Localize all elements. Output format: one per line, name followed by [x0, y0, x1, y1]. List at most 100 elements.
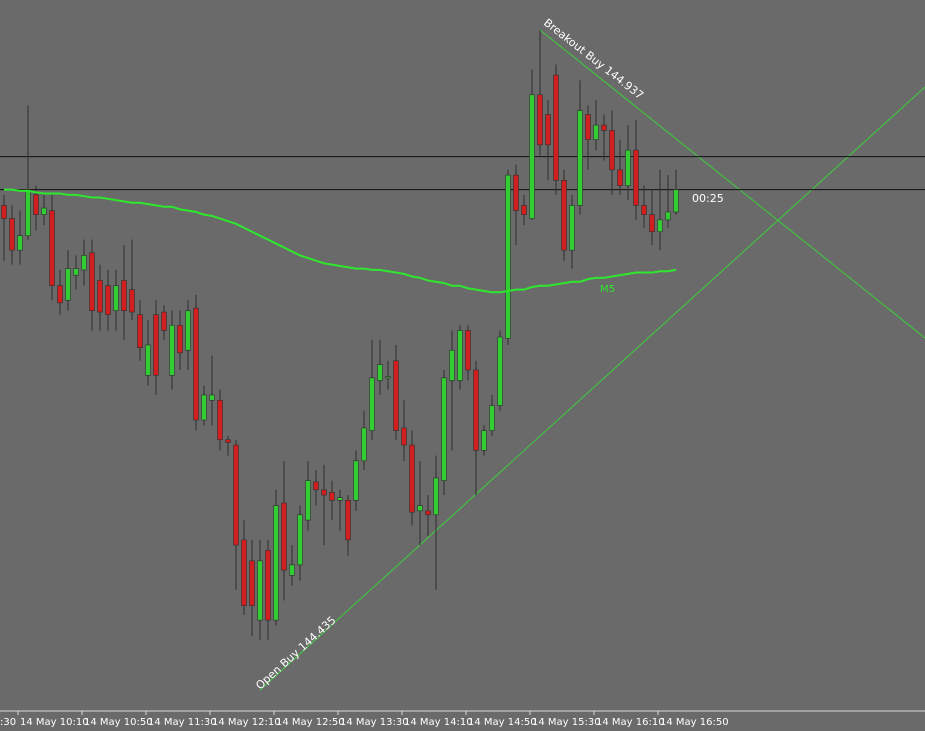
candle-body-down — [537, 94, 543, 146]
candle-body-down — [313, 481, 319, 491]
candle-body-down — [561, 180, 567, 251]
candle-body-down — [249, 560, 255, 606]
candle-body-up — [385, 376, 391, 379]
candle-body-down — [89, 252, 95, 312]
x-tick-label: 14 May 14:10 — [404, 717, 473, 728]
candle-body-down — [609, 130, 615, 171]
candle-body-up — [209, 394, 215, 401]
candle-body-down — [9, 218, 15, 251]
candle-body-down — [217, 399, 223, 441]
candle-body-down — [1, 205, 7, 219]
candle-body-up — [113, 285, 119, 312]
moving-average-line — [4, 188, 677, 294]
candle-body-up — [417, 505, 423, 512]
moving-average-label: M5 — [600, 284, 615, 295]
candle-body-up — [529, 94, 535, 219]
candle-body-down — [161, 311, 167, 331]
candle-body-up — [305, 480, 311, 521]
candle-body-up — [449, 349, 455, 381]
candle-body-up — [41, 207, 47, 215]
candle-body-up — [17, 235, 23, 251]
candle-body-up — [361, 427, 367, 462]
candle-body-up — [481, 430, 487, 451]
candle-body-down — [225, 439, 231, 443]
candle-body-up — [353, 460, 359, 501]
candle-body-down — [137, 314, 143, 348]
candle-body-up — [65, 268, 71, 301]
candle-body-up — [25, 189, 31, 236]
candle-body-down — [473, 369, 479, 451]
breakout-trendline — [539, 29, 925, 339]
candle-body-up — [169, 324, 175, 376]
candle-body-down — [281, 502, 287, 571]
candle-body-up — [593, 124, 599, 140]
candle-body-down — [233, 444, 239, 546]
candle-body-up — [673, 189, 679, 213]
candle-body-down — [193, 307, 199, 421]
candle-body-down — [425, 510, 431, 516]
candle-body-down — [513, 174, 519, 211]
candle-body-down — [409, 444, 415, 513]
candle-body-down — [553, 74, 559, 181]
candle-body-down — [633, 149, 639, 206]
x-tick-label: 14 May 15:30 — [532, 717, 601, 728]
candle-body-down — [57, 285, 63, 304]
candle-body-down — [649, 214, 655, 233]
candle-body-down — [401, 427, 407, 446]
candle-body-down — [329, 492, 335, 501]
candle-body-up — [505, 174, 511, 339]
candle-body-down — [601, 124, 607, 131]
x-tick-label: 14 May 12:50 — [276, 717, 345, 728]
candle-body-up — [657, 219, 663, 233]
candle-body-down — [465, 330, 471, 371]
candle-body-up — [185, 310, 191, 351]
candle-body-down — [177, 324, 183, 354]
x-tick-label: 14 May 10:50 — [84, 717, 153, 728]
candle-body-down — [33, 194, 39, 215]
candle-body-up — [369, 377, 375, 431]
candle-body-up — [73, 268, 79, 276]
candle-body-up — [625, 149, 631, 186]
candle-body-down — [641, 205, 647, 215]
candle-body-down — [393, 360, 399, 431]
x-tick-label: 14 May 16:50 — [660, 717, 729, 728]
x-tick-label: 14 May 11:30 — [148, 717, 217, 728]
x-tick-label: 14 May 14:50 — [468, 717, 537, 728]
candle-body-down — [345, 500, 351, 541]
x-tick-label: 14 May 10:10 — [20, 717, 89, 728]
candle-body-down — [321, 489, 327, 496]
candle-body-up — [337, 497, 343, 501]
candle-body-down — [121, 280, 127, 312]
open-trendline — [259, 86, 925, 691]
candle-body-down — [617, 169, 623, 186]
candle-body-up — [457, 330, 463, 381]
candle-body-down — [97, 280, 103, 313]
plot-area: M5 — [0, 30, 925, 640]
candle-body-down — [241, 539, 247, 606]
candle-body-down — [105, 285, 111, 315]
candle-body-up — [145, 344, 151, 376]
x-tick-label: 14 May 13:30 — [340, 717, 409, 728]
x-tick-label: 14 May 16:10 — [596, 717, 665, 728]
bar-timer: 00:25 — [692, 192, 724, 205]
candle-body-up — [273, 505, 279, 621]
candle-body-up — [297, 514, 303, 566]
candle-body-up — [441, 377, 447, 481]
candle-body-up — [433, 477, 439, 516]
candle-body-down — [153, 314, 159, 376]
candle-body-up — [577, 110, 583, 206]
candle-body-up — [665, 211, 671, 221]
candle-body-down — [521, 205, 527, 215]
x-tick-label: 14 May 12:10 — [212, 717, 281, 728]
candle-body-up — [569, 205, 575, 251]
candle-body-up — [289, 564, 295, 576]
candle-body-up — [257, 560, 263, 621]
candle-body-up — [81, 255, 87, 271]
x-tick-label: :30 — [0, 717, 16, 728]
candle-body-down — [129, 289, 135, 313]
candle-body-down — [49, 210, 55, 287]
candle-body-up — [201, 394, 207, 421]
candle-body-up — [489, 405, 495, 431]
candle-body-down — [585, 114, 591, 140]
